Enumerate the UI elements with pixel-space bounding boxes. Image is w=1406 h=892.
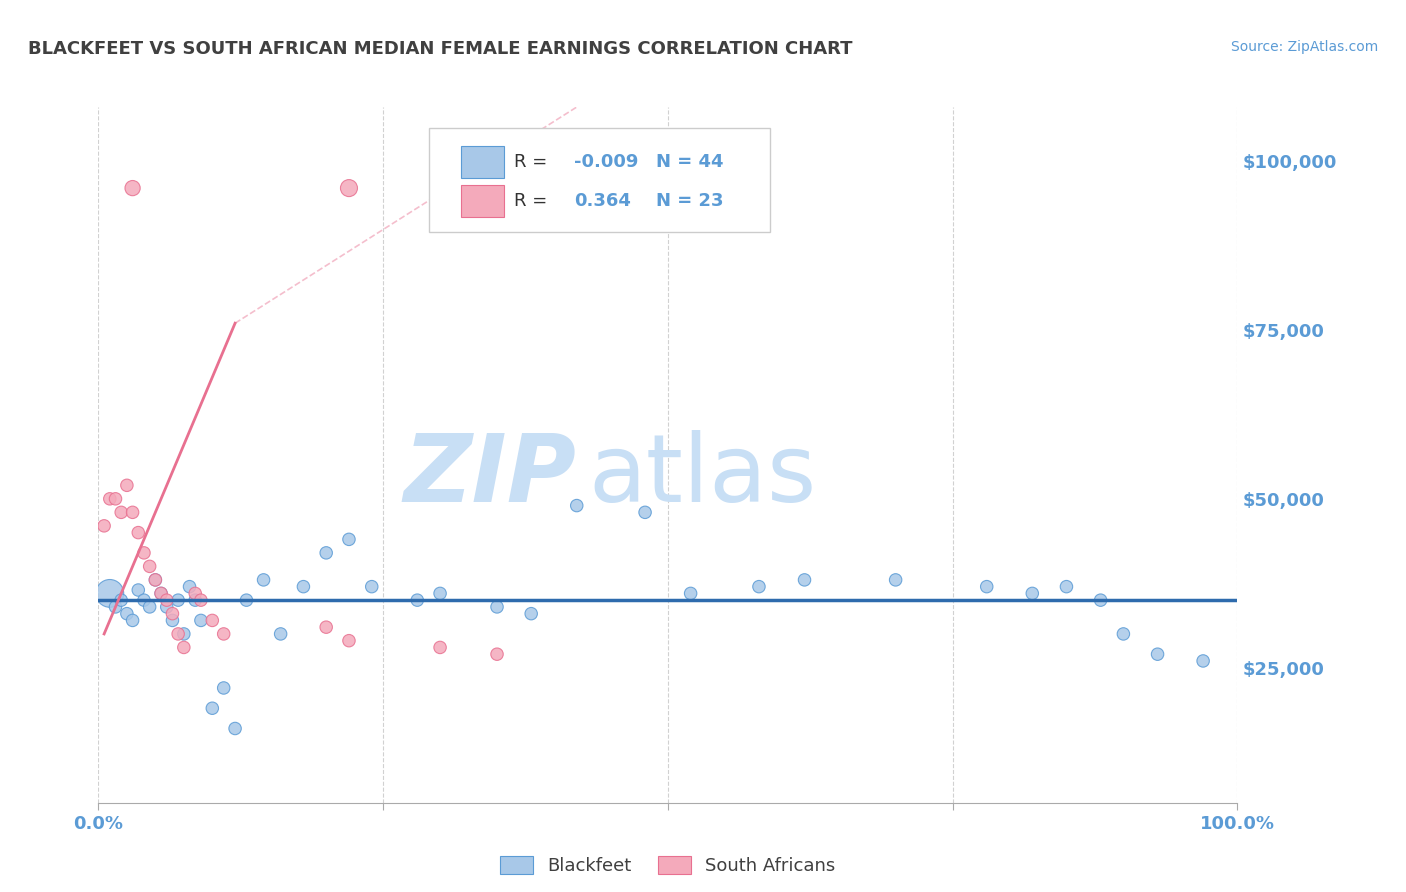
- Point: [127, 525, 149, 540]
- Point: [1112, 627, 1135, 641]
- Point: [190, 593, 212, 607]
- Point: [104, 491, 127, 506]
- Legend: Blackfeet, South Africans: Blackfeet, South Africans: [491, 847, 845, 884]
- Point: [173, 627, 195, 641]
- Point: [1090, 593, 1112, 607]
- Point: [132, 546, 155, 560]
- Point: [337, 533, 360, 547]
- Point: [486, 599, 509, 614]
- Text: R =: R =: [515, 153, 553, 171]
- Text: N = 44: N = 44: [657, 153, 724, 171]
- Point: [270, 627, 292, 641]
- Point: [201, 701, 224, 715]
- Point: [162, 614, 184, 628]
- Point: [1054, 580, 1078, 594]
- Point: [520, 607, 543, 621]
- Point: [1146, 647, 1168, 661]
- Point: [1021, 586, 1043, 600]
- Point: [121, 181, 143, 195]
- Point: [110, 593, 132, 607]
- Point: [679, 586, 702, 600]
- Point: [360, 580, 382, 594]
- Text: -0.009: -0.009: [575, 153, 638, 171]
- Point: [115, 478, 138, 492]
- Text: Source: ZipAtlas.com: Source: ZipAtlas.com: [1230, 40, 1378, 54]
- Point: [173, 640, 195, 655]
- Point: [145, 573, 167, 587]
- Point: [429, 586, 451, 600]
- Text: ZIP: ZIP: [404, 430, 576, 522]
- Point: [252, 573, 274, 587]
- Point: [292, 580, 315, 594]
- Point: [121, 614, 143, 628]
- Point: [115, 607, 138, 621]
- Point: [156, 593, 179, 607]
- Point: [145, 573, 167, 587]
- Point: [179, 580, 201, 594]
- Point: [138, 559, 160, 574]
- Point: [190, 614, 212, 628]
- Point: [429, 640, 451, 655]
- Text: BLACKFEET VS SOUTH AFRICAN MEDIAN FEMALE EARNINGS CORRELATION CHART: BLACKFEET VS SOUTH AFRICAN MEDIAN FEMALE…: [28, 40, 852, 58]
- Point: [184, 586, 207, 600]
- Point: [212, 681, 235, 695]
- Point: [121, 505, 143, 519]
- Point: [156, 599, 179, 614]
- Text: N = 23: N = 23: [657, 192, 724, 210]
- Point: [224, 722, 246, 736]
- FancyBboxPatch shape: [429, 128, 770, 232]
- Point: [634, 505, 657, 519]
- Point: [315, 620, 337, 634]
- Point: [138, 599, 160, 614]
- Point: [565, 499, 588, 513]
- Point: [98, 491, 121, 506]
- Point: [93, 519, 115, 533]
- Bar: [461, 185, 503, 217]
- Bar: [461, 146, 503, 178]
- Point: [150, 586, 173, 600]
- Point: [315, 546, 337, 560]
- Point: [486, 647, 509, 661]
- Point: [132, 593, 155, 607]
- Point: [212, 627, 235, 641]
- Point: [162, 607, 184, 621]
- Point: [98, 586, 121, 600]
- Point: [201, 614, 224, 628]
- Text: R =: R =: [515, 192, 553, 210]
- Point: [748, 580, 770, 594]
- Point: [150, 586, 173, 600]
- Point: [1192, 654, 1215, 668]
- Point: [167, 627, 190, 641]
- Point: [976, 580, 998, 594]
- Point: [337, 633, 360, 648]
- Point: [235, 593, 257, 607]
- Point: [104, 599, 127, 614]
- Text: 0.364: 0.364: [575, 192, 631, 210]
- Point: [793, 573, 815, 587]
- Point: [337, 181, 360, 195]
- Point: [127, 582, 149, 597]
- Point: [184, 593, 207, 607]
- Point: [167, 593, 190, 607]
- Point: [110, 505, 132, 519]
- Point: [406, 593, 429, 607]
- Text: atlas: atlas: [588, 430, 817, 522]
- Point: [884, 573, 907, 587]
